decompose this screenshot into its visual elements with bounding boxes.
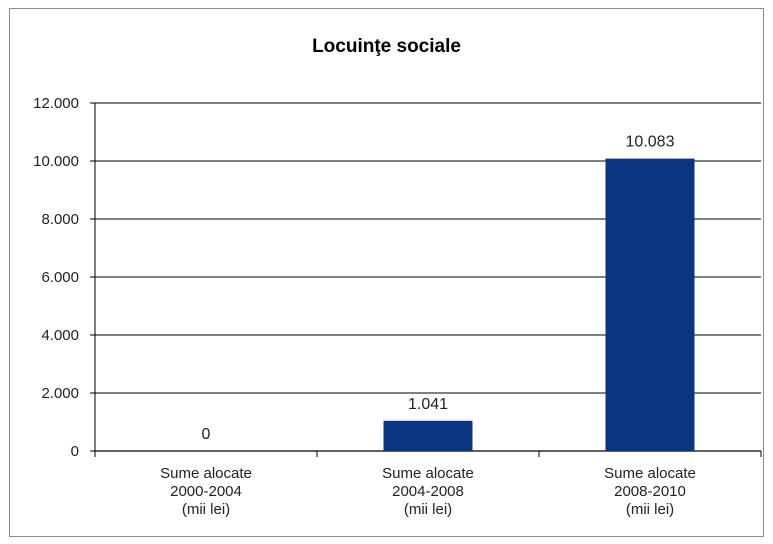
data-label: 0 <box>202 426 211 443</box>
x-category-label: 2008-2010 <box>614 483 686 500</box>
chart-title: Locuinţe sociale <box>312 36 461 57</box>
x-category-label: Sume alocate <box>604 465 696 482</box>
x-category-label: Sume alocate <box>160 465 252 482</box>
x-category-label: 2000-2004 <box>170 483 242 500</box>
data-label: 1.041 <box>408 396 448 413</box>
bar <box>383 420 473 451</box>
x-category-label: (mii lei) <box>182 501 230 518</box>
y-tick-label: 10.000 <box>33 153 79 170</box>
x-category-label: 2004-2008 <box>392 483 464 500</box>
y-tick-label: 6.000 <box>41 269 79 286</box>
y-tick-label: 2.000 <box>41 385 79 402</box>
y-tick-label: 0 <box>71 443 79 460</box>
data-label: 10.083 <box>626 134 675 151</box>
x-category-label: (mii lei) <box>404 501 452 518</box>
x-category-label: Sume alocate <box>382 465 474 482</box>
x-category-label: (mii lei) <box>626 501 674 518</box>
bar <box>605 158 695 451</box>
y-tick-label: 12.000 <box>33 95 79 112</box>
y-tick-label: 8.000 <box>41 211 79 228</box>
y-tick-label: 4.000 <box>41 327 79 344</box>
